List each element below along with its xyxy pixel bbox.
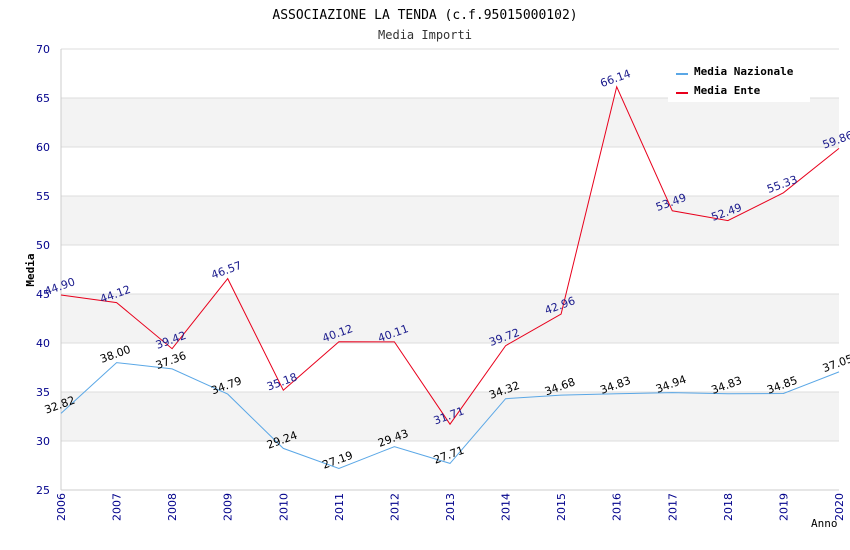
y-axis-label: Media [24,253,37,286]
grid-band [61,98,839,147]
x-tick-label: 2007 [111,493,124,521]
x-tick-label: 2013 [444,493,457,521]
data-label: 38.00 [98,343,132,366]
y-tick-label: 70 [36,43,50,56]
data-label: 46.57 [209,259,243,282]
grid-band [61,392,839,441]
y-tick-label: 60 [36,141,50,154]
data-label: 55.33 [765,173,799,196]
grid-band [61,294,839,343]
x-tick-label: 2008 [166,493,179,521]
legend-box [668,58,810,102]
y-tick-label: 35 [36,386,50,399]
x-tick-label: 2016 [611,493,624,521]
legend-label: Media Ente [694,84,761,97]
x-tick-label: 2018 [722,493,735,521]
legend-label: Media Nazionale [694,65,794,78]
x-tick-label: 2011 [333,493,346,521]
x-tick-labels: 2006 2007 2008 2009 2010 2011 2012 2013 2014 2015… [55,493,846,521]
x-tick-label: 2009 [222,493,235,521]
x-tick-label: 2014 [500,493,513,521]
axes [60,49,839,491]
chart-title: ASSOCIAZIONE LA TENDA (c.f.95015000102) [272,8,577,23]
x-tick-label: 2019 [777,493,790,521]
data-label: 37.05 [821,352,850,375]
data-label: 35.18 [265,370,299,393]
y-tick-labels: 25 30 35 40 45 50 55 60 65 70 [36,43,50,497]
x-tick-label: 2015 [555,493,568,521]
x-tick-label: 2006 [55,493,68,521]
x-axis-label: Anno [811,517,838,530]
legend: Media Nazionale Media Ente [668,58,810,102]
x-tick-label: 2017 [666,493,679,521]
y-tick-label: 65 [36,92,50,105]
x-tick-label: 2012 [388,493,401,521]
x-tick-label: 2010 [277,493,290,521]
y-tick-label: 25 [36,484,50,497]
series-line-media-ente [60,85,840,426]
chart-subtitle: Media Importi [378,28,472,42]
y-tick-label: 30 [36,435,50,448]
plot-bands [61,98,839,441]
y-tick-label: 45 [36,288,50,301]
grid-band [61,196,839,245]
y-tick-label: 40 [36,337,50,350]
series-line-media-nazionale [60,362,840,470]
y-tick-label: 50 [36,239,50,252]
series-lines [60,85,840,470]
data-label: 66.14 [598,67,632,90]
x-tick-label: 2020 [833,493,846,521]
y-tick-label: 55 [36,190,50,203]
